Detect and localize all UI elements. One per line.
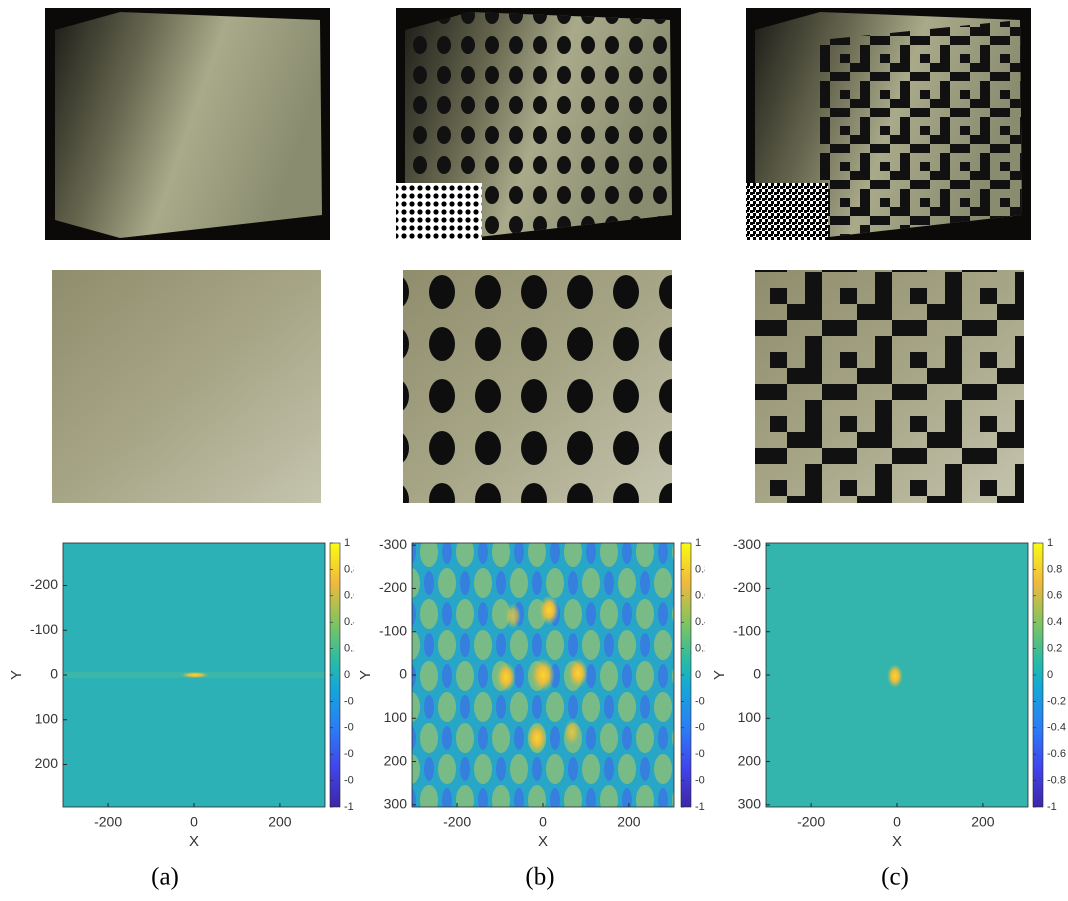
y-tick-label: 200 (384, 752, 408, 768)
y-axis-label: Y (8, 670, 25, 680)
y-tick-label: 0 (753, 666, 761, 682)
y-axis-label: Y (711, 670, 728, 680)
y-tick-label: -200 (733, 579, 761, 595)
colorbar-tick-label: 1 (344, 537, 350, 549)
colorbar-tick-label: 0.4 (1047, 616, 1062, 628)
colorbar-tick-label: -0.6 (695, 748, 714, 760)
y-tick-label: -300 (733, 536, 761, 552)
colorbar-tick-label: -0.8 (1047, 775, 1066, 787)
y-tick-label: 300 (738, 796, 762, 812)
x-tick-label: -200 (94, 814, 122, 830)
y-tick-label: -200 (379, 579, 407, 595)
x-tick-label: 0 (893, 814, 901, 830)
photo-row-1 (45, 8, 1031, 240)
colorbar-tick-label: 0.6 (344, 590, 359, 602)
x-axis-label: X (892, 833, 902, 850)
x-axis-label: X (189, 833, 199, 850)
panel-label: (c) (881, 864, 909, 891)
heatmaps (63, 543, 1028, 807)
y-tick-label: 0 (50, 666, 58, 682)
colorbar-tick-label: 0 (1047, 669, 1053, 681)
colorbar-tick-label: 0.2 (344, 643, 359, 655)
photo-row-2 (52, 270, 1024, 503)
colorbar-tick-label: -0.2 (344, 695, 363, 707)
colorbar-tick-label: -1 (695, 801, 705, 813)
colorbar-tick-label: 1 (1047, 537, 1053, 549)
colorbar-tick-label: -1 (344, 801, 354, 813)
colorbar-tick-label: 0.6 (1047, 590, 1062, 602)
colorbar-tick-label: -0.4 (344, 722, 363, 734)
colorbar-tick-label: 0.6 (695, 590, 710, 602)
colorbar-tick-label: -1 (1047, 801, 1057, 813)
colorbar-tick-label: -0.2 (1047, 695, 1066, 707)
colorbar-tick-label: 0.2 (695, 643, 710, 655)
y-tick-label: -200 (30, 576, 58, 592)
panel-label: (a) (151, 864, 179, 891)
colorbar-tick-label: -0.8 (344, 775, 363, 787)
x-tick-label: 0 (190, 814, 198, 830)
colorbar-tick-label: 0.8 (695, 563, 710, 575)
colorbar-tick-label: 0 (695, 669, 701, 681)
y-tick-label: 100 (384, 709, 408, 725)
y-tick-label: -300 (379, 536, 407, 552)
y-tick-label: 0 (399, 666, 407, 682)
y-tick-label: -100 (30, 621, 58, 637)
y-tick-label: -100 (733, 622, 761, 638)
y-tick-label: 200 (738, 752, 762, 768)
y-tick-label: 100 (35, 710, 59, 726)
y-axis-label: Y (357, 670, 374, 680)
colorbar-tick-label: 0.8 (344, 563, 359, 575)
colorbar-tick-label: -0.6 (344, 748, 363, 760)
colorbar-tick-label: -0.6 (1047, 748, 1066, 760)
colorbar-tick-label: 0 (344, 669, 350, 681)
x-tick-label: 200 (971, 814, 995, 830)
x-tick-label: 0 (539, 814, 547, 830)
x-axis-label: X (538, 833, 548, 850)
x-tick-label: 200 (617, 814, 641, 830)
panel-label: (b) (525, 864, 554, 891)
figure: -2000200-200-1000100200XY-1-0.8-0.6-0.4-… (0, 0, 1068, 896)
colorbar-tick-label: 0.2 (1047, 643, 1062, 655)
x-tick-label: 200 (268, 814, 292, 830)
y-tick-label: 100 (738, 709, 762, 725)
colorbar-tick-label: 1 (695, 537, 701, 549)
colorbar-tick-label: -0.8 (695, 775, 714, 787)
colorbar-tick-label: 0.4 (695, 616, 710, 628)
colorbar-tick-label: 0.8 (1047, 563, 1062, 575)
y-tick-label: 200 (35, 755, 59, 771)
colorbar-tick-label: -0.2 (695, 695, 714, 707)
colorbar-tick-label: -0.4 (1047, 722, 1066, 734)
y-tick-label: 300 (384, 796, 408, 812)
x-tick-label: -200 (443, 814, 471, 830)
colorbar-tick-label: -0.4 (695, 722, 714, 734)
y-tick-label: -100 (379, 622, 407, 638)
x-tick-label: -200 (797, 814, 825, 830)
colorbar-tick-label: 0.4 (344, 616, 359, 628)
